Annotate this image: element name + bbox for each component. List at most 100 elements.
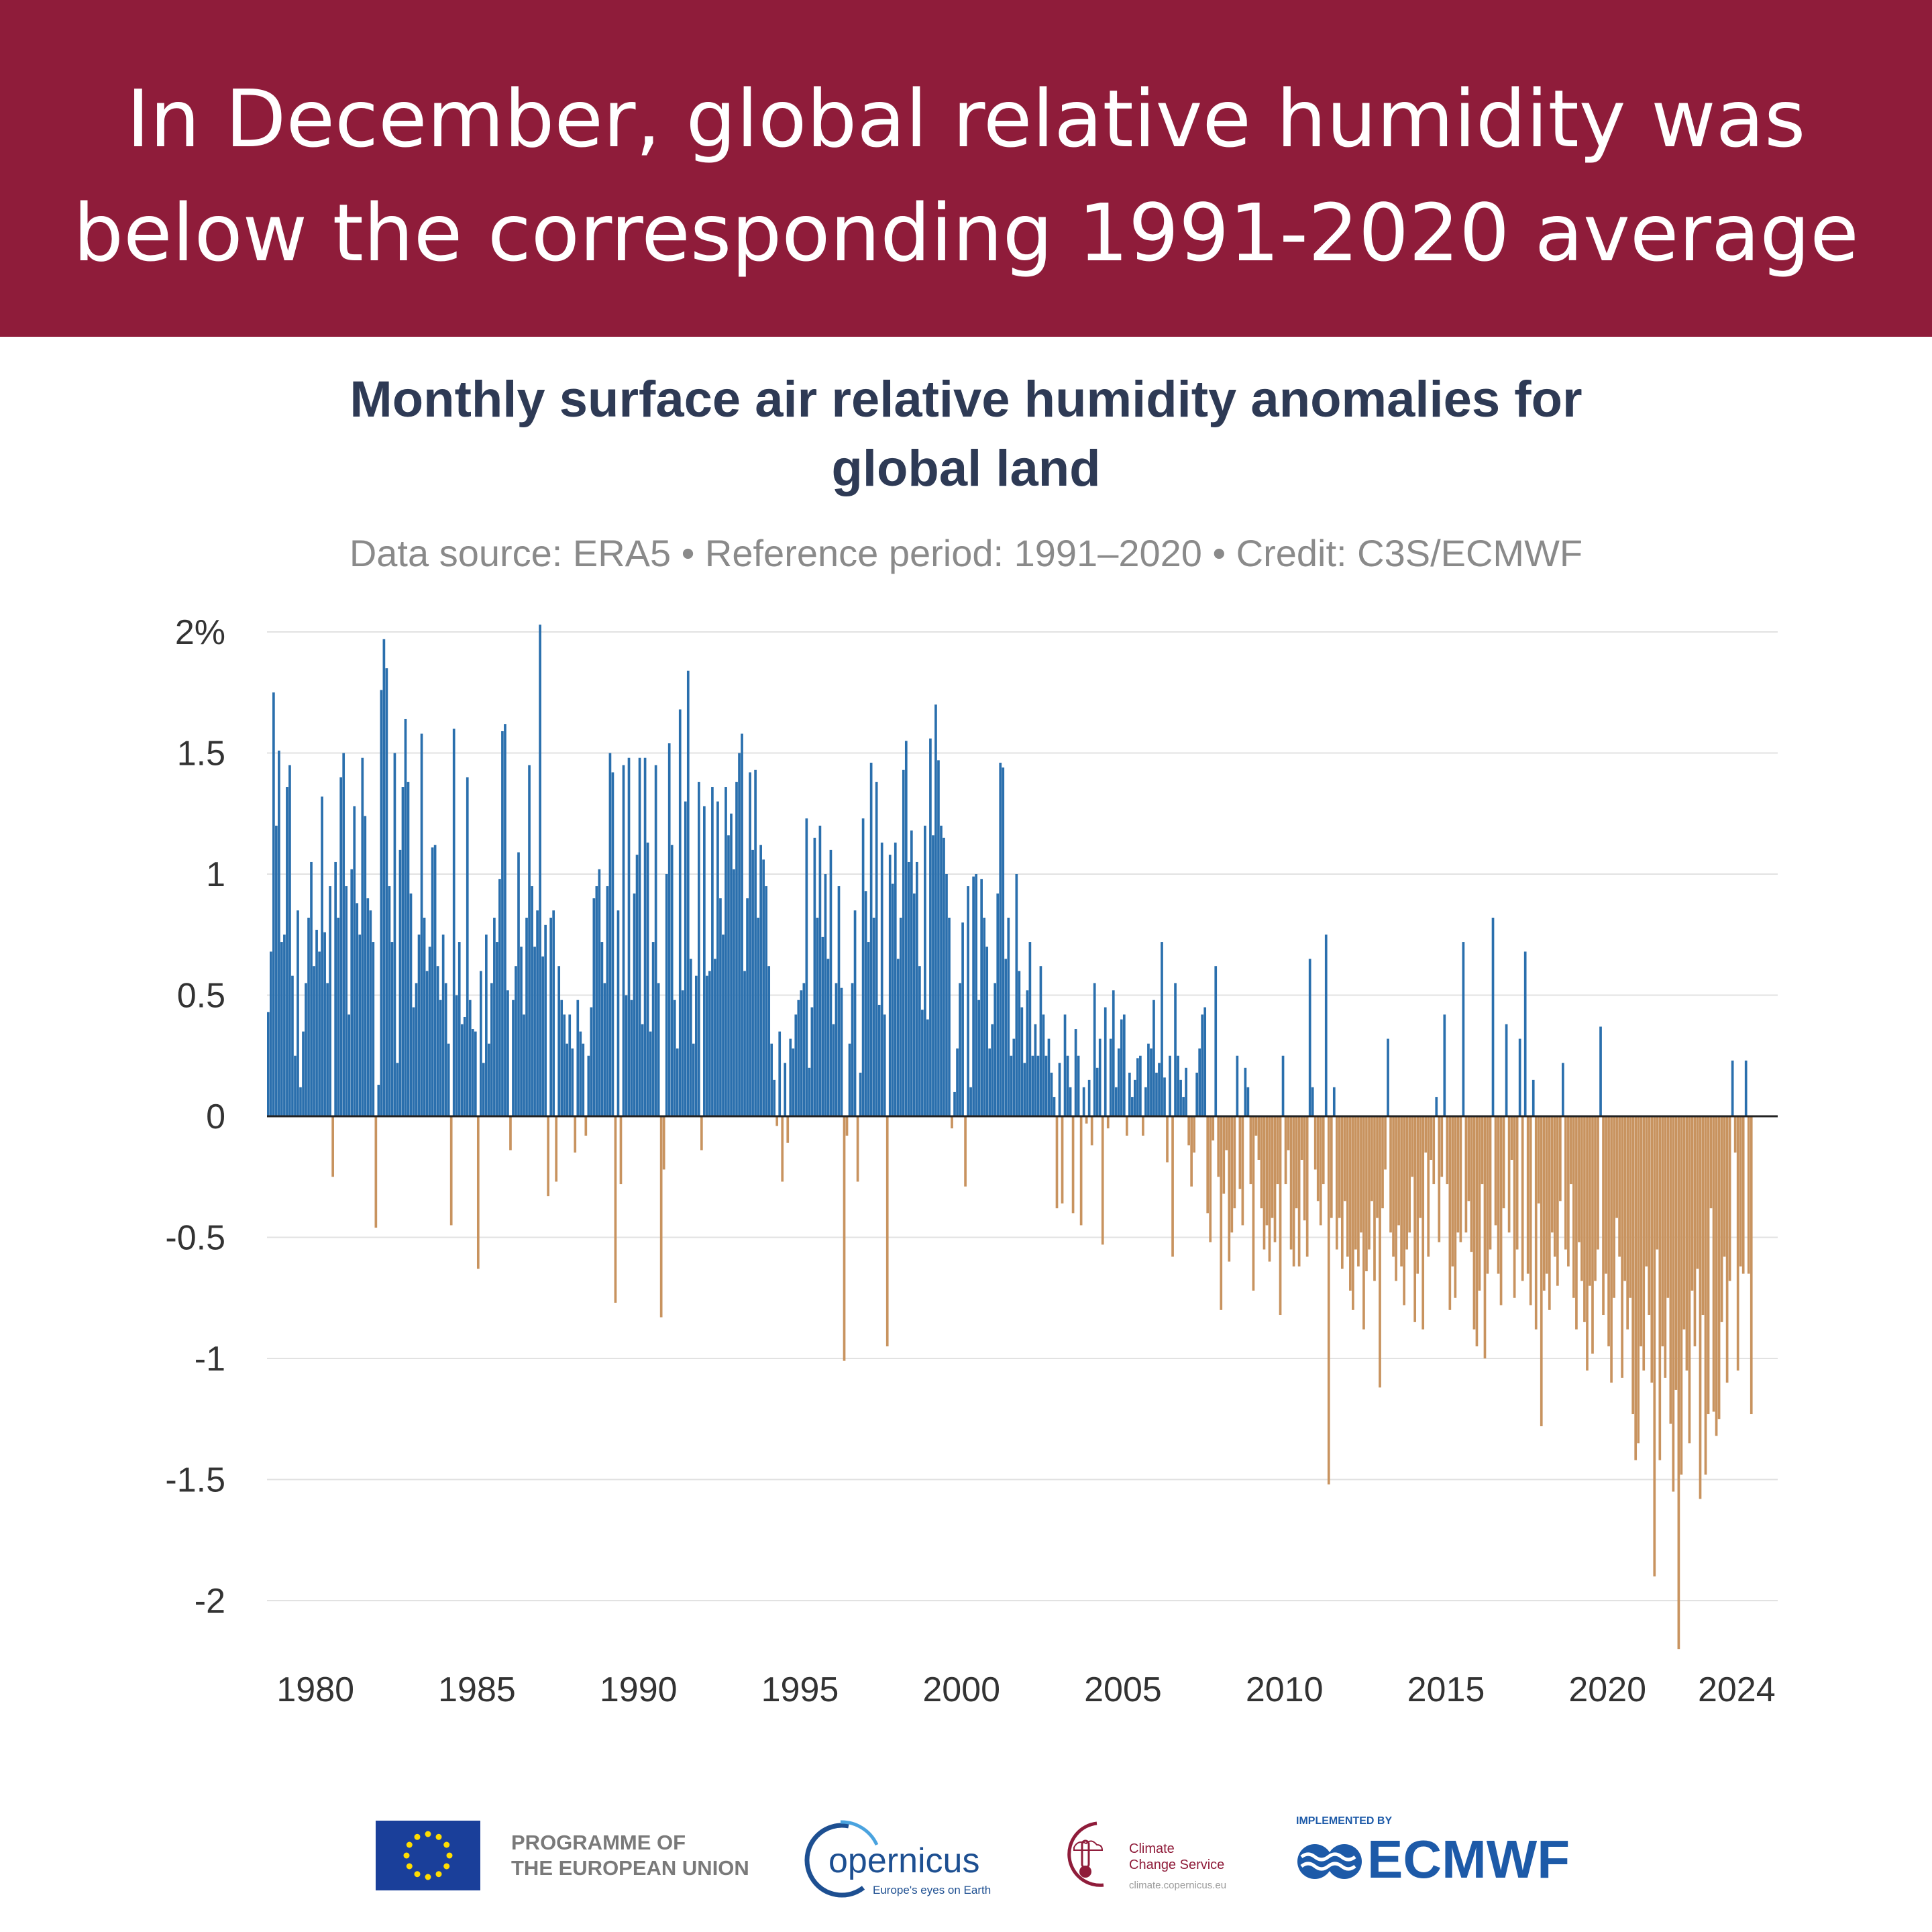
bar-1980-2 [302,1031,305,1116]
bar-2024-6 [1733,1116,1737,1153]
bar-2011-11 [1327,1116,1330,1485]
bar-1983-10 [420,733,423,1116]
bar-1982-9 [385,668,388,1116]
bar-2019-2 [1562,1063,1564,1116]
bar-1981-9 [353,806,356,1116]
bar-2015-5 [1440,1116,1444,1177]
bar-2019-7 [1575,1116,1578,1330]
bar-1996-10 [840,987,843,1116]
bar-1992-11 [714,959,716,1116]
bar-1985-9 [482,1063,485,1116]
bar-1984-1 [428,947,431,1116]
y-tick-label: -1.5 [165,1461,225,1500]
bar-2013-3 [1371,1116,1373,1201]
bar-2012-6 [1346,1116,1349,1257]
bar-2018-3 [1532,1079,1535,1116]
bar-2022-10 [1680,1116,1683,1475]
y-tick-label: -1 [195,1340,225,1379]
bar-1988-3 [563,1014,566,1116]
bar-1989-9 [611,772,614,1116]
bar-2023-11 [1715,1116,1718,1436]
bar-2006-5 [1150,1048,1152,1116]
copernicus-logo: opernicus Europe's eyes on Earth [802,1818,1003,1898]
bar-2011-6 [1313,1116,1317,1170]
bar-2017-12 [1523,951,1527,1116]
bar-2001-9 [999,762,1002,1116]
bar-1985-1 [460,1024,464,1116]
implemented-by-label: IMPLEMENTED BY [1296,1815,1393,1827]
bar-1990-6 [635,855,639,1116]
bar-2004-4 [1082,1087,1085,1116]
bar-2013-8 [1384,1116,1387,1170]
bar-2010-3 [1273,1116,1277,1242]
bar-2018-11 [1553,1116,1556,1257]
eu-star [435,1833,442,1840]
bar-1980-1 [299,1087,302,1116]
bar-2010-10 [1292,1116,1295,1267]
bar-1997-12 [877,1004,881,1116]
bar-2022-5 [1666,1116,1670,1298]
c3s-name-line-1: Climate [1129,1841,1175,1856]
y-tick-label: -0.5 [165,1219,225,1258]
bar-1989-8 [608,753,612,1116]
bar-1983-3 [401,787,405,1116]
bar-2000-4 [953,1091,956,1116]
x-tick-label: 2000 [922,1670,1000,1709]
bar-2012-12 [1362,1116,1365,1330]
bar-1999-2 [916,861,918,1116]
bar-1998-4 [888,855,892,1116]
bar-1993-11 [746,898,749,1116]
bar-2002-2 [1012,1038,1016,1116]
bar-1995-5 [794,1014,798,1116]
bar-1990-10 [646,843,649,1116]
bar-2003-6 [1055,1116,1059,1209]
bar-1988-2 [560,1000,564,1116]
bar-2016-7 [1478,1116,1481,1291]
bar-2012-7 [1349,1116,1352,1291]
bar-1990-7 [638,757,641,1116]
bar-2024-9 [1741,1116,1745,1274]
bar-2017-9 [1515,1116,1519,1250]
bar-2018-10 [1550,1116,1554,1233]
bar-1994-6 [765,886,767,1116]
bar-2010-6 [1281,1055,1285,1116]
bar-1999-7 [929,738,932,1116]
bar-2019-4 [1567,1116,1570,1267]
bar-1990-11 [649,1031,652,1116]
bar-1998-1 [880,843,883,1116]
bar-1985-6 [474,1031,477,1116]
bar-1979-7 [283,934,286,1116]
bar-1986-10 [517,852,520,1116]
bar-2009-2 [1238,1116,1242,1189]
bar-2020-4 [1599,1026,1602,1116]
bar-2000-12 [975,874,977,1116]
bar-2022-6 [1669,1116,1672,1424]
bar-1990-5 [633,893,636,1116]
bar-1994-5 [762,859,765,1116]
bar-2023-7 [1704,1116,1707,1475]
bar-2002-7 [1026,990,1029,1116]
bar-2013-9 [1387,1038,1389,1116]
bar-1987-8 [544,924,547,1116]
bar-2001-1 [977,1000,980,1116]
bar-1989-7 [606,886,609,1116]
bar-2011-4 [1308,959,1311,1116]
bar-1984-10 [452,729,455,1116]
bar-1998-11 [907,861,910,1116]
bar-2000-2 [948,917,951,1116]
bar-2002-10 [1034,1024,1037,1116]
bar-1986-12 [523,1014,525,1116]
bar-1996-7 [832,1024,835,1116]
bar-2012-4 [1340,1116,1344,1269]
bar-2008-4 [1212,1116,1215,1141]
bar-2006-1 [1139,1055,1142,1116]
x-tick-label: 2010 [1246,1670,1324,1709]
bar-1989-12 [619,1116,623,1185]
bar-2007-1 [1171,1116,1174,1257]
x-tick-label: 1980 [276,1670,354,1709]
bar-2017-2 [1497,1116,1500,1274]
bar-1994-7 [767,966,771,1116]
bar-1998-6 [894,843,897,1116]
bar-2013-4 [1373,1116,1376,1281]
bar-2016-6 [1475,1116,1479,1346]
